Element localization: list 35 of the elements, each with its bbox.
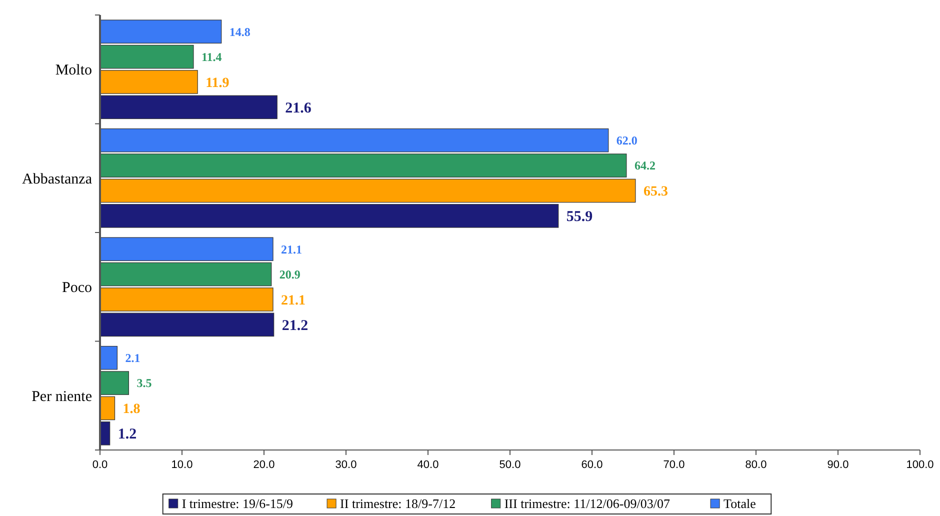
legend-label: II trimestre: 18/9-7/12 xyxy=(340,496,456,511)
data-label: 3.5 xyxy=(136,376,152,390)
x-tick-label: 100.0 xyxy=(906,459,934,471)
data-label: 62.0 xyxy=(616,134,638,148)
x-tick-label: 60.0 xyxy=(581,459,603,471)
legend-label: I trimestre: 19/6-15/9 xyxy=(182,496,294,511)
data-label: 2.1 xyxy=(125,351,140,366)
data-label: 65.3 xyxy=(643,184,668,200)
x-tick-label: 70.0 xyxy=(663,459,685,471)
data-label: 55.9 xyxy=(566,209,593,226)
x-tick-label: 20.0 xyxy=(253,459,275,471)
data-label: 21.2 xyxy=(282,318,308,334)
data-label: 20.9 xyxy=(279,267,300,282)
data-label: 64.2 xyxy=(634,158,656,173)
x-tick-label: 50.0 xyxy=(499,459,521,471)
data-label: 21.1 xyxy=(281,242,302,256)
data-label: 14.8 xyxy=(229,24,250,39)
legend-label: III trimestre: 11/12/06-09/03/07 xyxy=(504,496,670,511)
data-label: 1.2 xyxy=(118,426,137,443)
y-tick-label: Per niente xyxy=(32,388,92,405)
data-label: 21.6 xyxy=(285,100,312,116)
y-tick-label: Abbastanza xyxy=(22,171,92,188)
x-tick-label: 90.0 xyxy=(827,459,849,471)
y-tick-label: Molto xyxy=(55,62,92,79)
data-label: 11.9 xyxy=(206,76,230,91)
data-label: 11.4 xyxy=(201,50,222,64)
data-label: 21.1 xyxy=(281,293,306,308)
data-label: 1.8 xyxy=(122,402,140,418)
x-tick-label: 10.0 xyxy=(171,459,193,471)
y-tick-label: Poco xyxy=(62,280,92,296)
x-tick-label: 0.0 xyxy=(92,459,108,471)
x-tick-label: 80.0 xyxy=(745,459,767,471)
x-tick-label: 40.0 xyxy=(417,459,439,471)
x-tick-label: 30.0 xyxy=(335,459,357,471)
legend-label: Totale xyxy=(724,496,756,511)
